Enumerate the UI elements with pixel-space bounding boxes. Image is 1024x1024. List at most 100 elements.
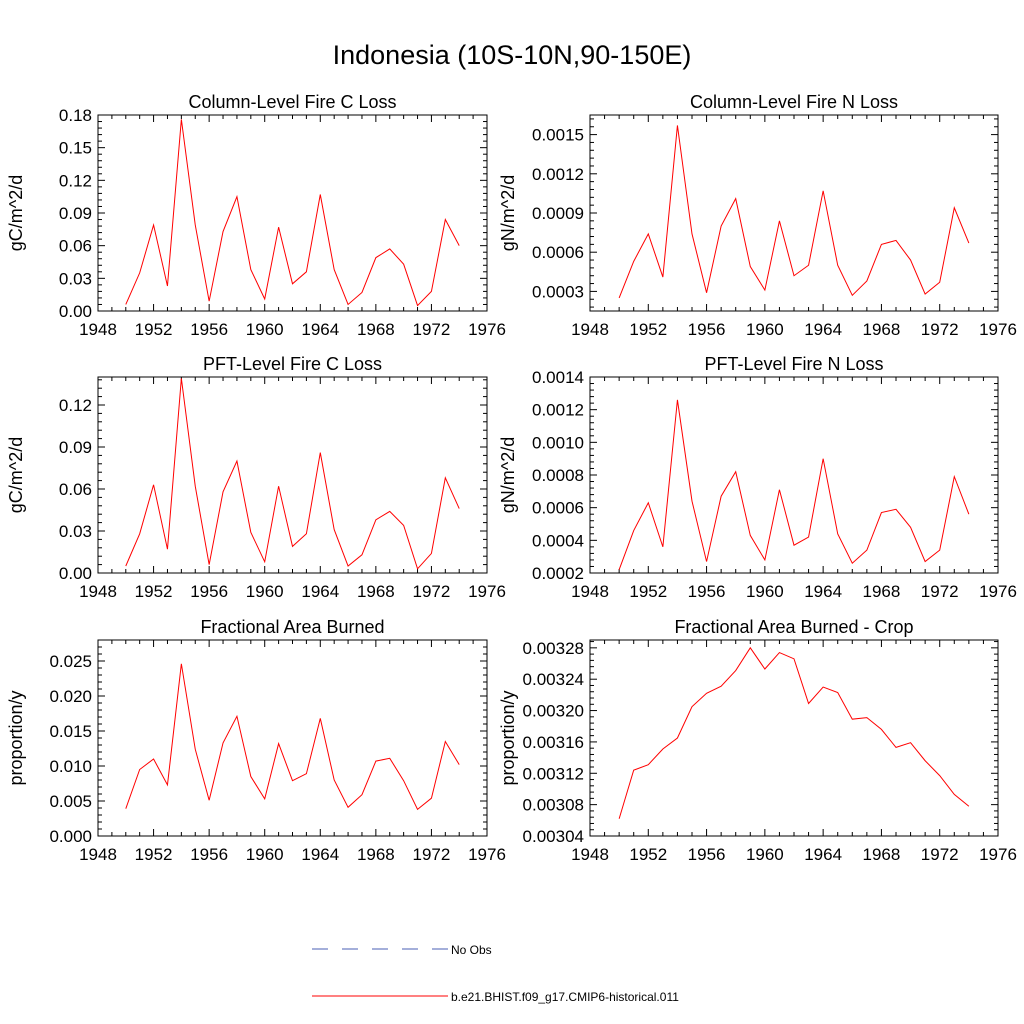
y-tick-label: 0.020 [49, 687, 92, 706]
x-tick-label: 1952 [135, 845, 173, 864]
y-tick-label: 0.0012 [532, 165, 584, 184]
x-tick-label: 1968 [863, 845, 901, 864]
x-tick-label: 1972 [413, 582, 451, 601]
x-tick-label: 1956 [190, 320, 228, 339]
x-tick-label: 1952 [135, 320, 173, 339]
chart-title: PFT-Level Fire N Loss [704, 354, 883, 374]
y-axis-label: proportion/y [6, 690, 26, 785]
chart-panel-6: Fractional Area Burned - Crop proportion/… [498, 617, 1017, 864]
y-tick-label: 0.06 [59, 237, 92, 256]
plot-frame [589, 639, 999, 837]
y-tick-label: 0.00 [59, 564, 92, 583]
x-tick-label: 1972 [413, 320, 451, 339]
y-tick-label: 0.00316 [523, 733, 584, 752]
y-tick-label: 0.06 [59, 480, 92, 499]
y-tick-label: 0.000 [49, 827, 92, 846]
y-tick-label: 0.0003 [532, 282, 584, 301]
x-tick-label: 1948 [79, 582, 117, 601]
x-tick-label: 1952 [629, 845, 667, 864]
x-tick-label: 1964 [301, 320, 339, 339]
x-tick-label: 1964 [804, 582, 842, 601]
x-tick-label: 1964 [301, 845, 339, 864]
x-tick-label: 1964 [804, 320, 842, 339]
y-tick-label: 0.09 [59, 204, 92, 223]
y-tick-label: 0.00308 [523, 796, 584, 815]
y-tick-label: 0.010 [49, 757, 92, 776]
x-tick-label: 1948 [79, 845, 117, 864]
y-tick-label: 0.0006 [532, 243, 584, 262]
x-tick-label: 1956 [190, 582, 228, 601]
chart-title: Fractional Area Burned [200, 617, 384, 637]
plot-frame [97, 639, 488, 837]
series-line-1 [618, 125, 970, 299]
series-line-1 [125, 119, 460, 307]
chart-title: Column-Level Fire C Loss [188, 92, 396, 112]
y-tick-label: 0.03 [59, 269, 92, 288]
x-tick-label: 1960 [246, 845, 284, 864]
y-tick-label: 0.0002 [532, 564, 584, 583]
y-tick-label: 0.0014 [532, 368, 584, 387]
chart-panel-1: Column-Level Fire C Loss gC/m^2/d 1948 1952… [6, 92, 506, 339]
y-tick-label: 0.12 [59, 171, 92, 190]
x-tick-label: 1956 [190, 845, 228, 864]
y-axis-label: gC/m^2/d [6, 175, 26, 251]
y-tick-label: 0.00312 [523, 764, 584, 783]
x-tick-label: 1956 [688, 582, 726, 601]
series-line-1 [618, 646, 970, 819]
y-tick-label: 0.0010 [532, 433, 584, 452]
y-tick-label: 0.0008 [532, 466, 584, 485]
x-tick-label: 1976 [468, 845, 506, 864]
x-tick-label: 1964 [301, 582, 339, 601]
x-tick-label: 1968 [357, 582, 395, 601]
x-tick-label: 1956 [688, 845, 726, 864]
series-line-1 [125, 378, 460, 570]
y-tick-label: 0.0015 [532, 126, 584, 145]
x-tick-label: 1960 [746, 320, 784, 339]
x-tick-label: 1968 [863, 320, 901, 339]
x-tick-label: 1960 [246, 320, 284, 339]
page-title: Indonesia (10S-10N,90-150E) [332, 40, 692, 70]
y-tick-label: 0.0012 [532, 401, 584, 420]
x-tick-label: 1968 [357, 320, 395, 339]
chart-title: Fractional Area Burned - Crop [674, 617, 913, 637]
y-tick-label: 0.18 [59, 106, 92, 125]
y-axis-label: gN/m^2/d [498, 175, 518, 251]
x-tick-label: 1960 [246, 582, 284, 601]
x-tick-label: 1948 [571, 320, 609, 339]
x-tick-label: 1952 [629, 320, 667, 339]
x-tick-label: 1948 [571, 845, 609, 864]
x-tick-label: 1956 [688, 320, 726, 339]
y-axis-label: proportion/y [498, 690, 518, 785]
y-tick-label: 0.0006 [532, 499, 584, 518]
y-axis-label: gC/m^2/d [6, 437, 26, 513]
x-tick-label: 1960 [746, 582, 784, 601]
plot-frame [589, 114, 999, 312]
y-tick-label: 0.005 [49, 792, 92, 811]
x-tick-label: 1948 [571, 582, 609, 601]
y-tick-label: 0.03 [59, 522, 92, 541]
x-tick-label: 1976 [468, 320, 506, 339]
x-tick-label: 1968 [863, 582, 901, 601]
x-tick-label: 1976 [468, 582, 506, 601]
y-tick-label: 0.0004 [532, 531, 584, 550]
series-line-1 [618, 399, 970, 570]
y-tick-label: 0.00304 [523, 827, 584, 846]
y-tick-label: 0.025 [49, 652, 92, 671]
x-tick-label: 1952 [135, 582, 173, 601]
chart-title: PFT-Level Fire C Loss [203, 354, 382, 374]
chart-panel-3: PFT-Level Fire C Loss gC/m^2/d 1948 1952 195… [6, 354, 506, 601]
chart-title: Column-Level Fire N Loss [690, 92, 898, 112]
y-tick-label: 0.00 [59, 302, 92, 321]
y-tick-label: 0.00320 [523, 702, 584, 721]
x-tick-label: 1976 [979, 582, 1017, 601]
plot-frame [97, 114, 488, 312]
x-tick-label: 1976 [979, 845, 1017, 864]
chart-panel-5: Fractional Area Burned proportion/y 1948 19… [6, 617, 506, 864]
x-tick-label: 1968 [357, 845, 395, 864]
x-tick-label: 1964 [804, 845, 842, 864]
y-tick-label: 0.09 [59, 438, 92, 457]
x-tick-label: 1952 [629, 582, 667, 601]
series-line-1 [125, 663, 460, 811]
x-tick-label: 1972 [413, 845, 451, 864]
